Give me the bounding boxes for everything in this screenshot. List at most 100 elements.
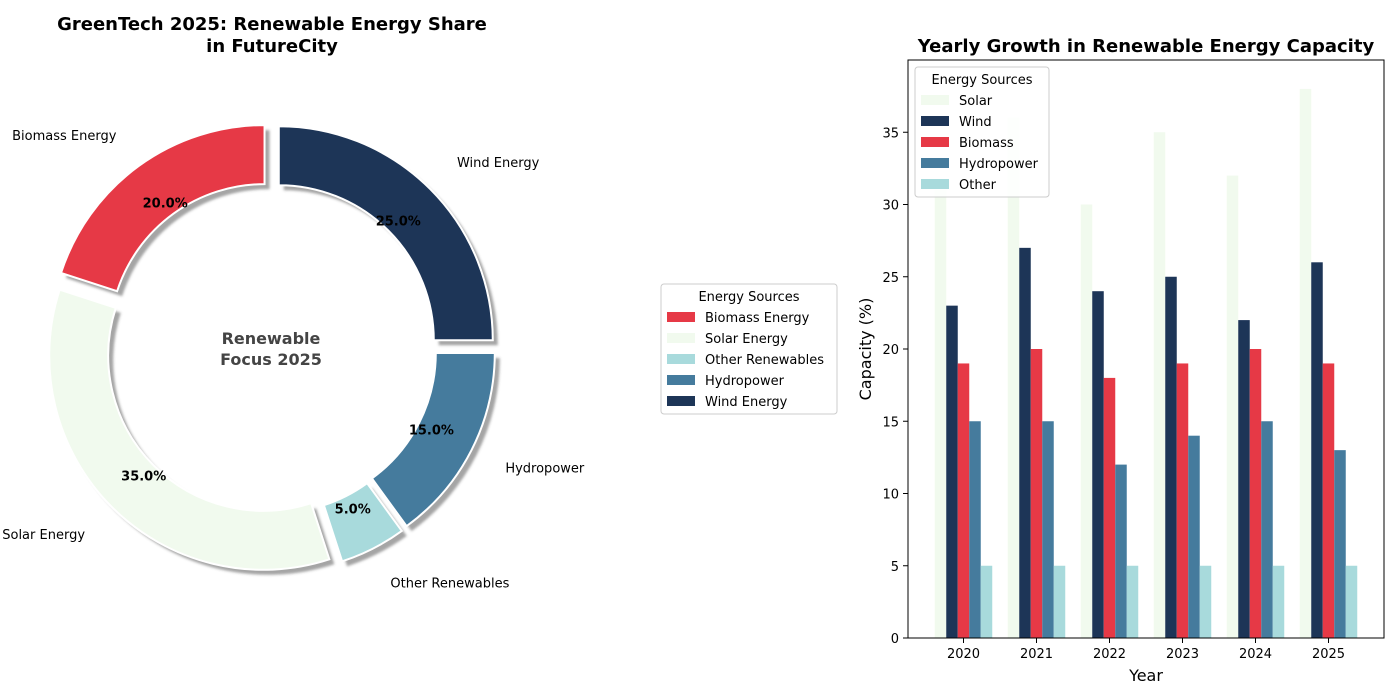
donut-labels: Biomass Energy 20.0% Solar Energy 35.0% Othe… (2, 129, 585, 591)
bar-biomass-2024 (1249, 349, 1262, 638)
donut-title-line1: GreenTech 2025: Renewable Energy Share (57, 14, 487, 35)
bar-legend: Energy Sources Solar Wind Biomass Hydropowe… (914, 66, 1050, 198)
bar-hydropower-2020 (969, 421, 981, 638)
x-axis-ticks: 2020 2021 2022 2023 2024 2025 (947, 638, 1345, 662)
bar-biomass-2025 (1322, 363, 1335, 638)
donut-legend-swatch-hydropower (667, 375, 695, 385)
bar-legend-swatch-wind (921, 116, 949, 126)
bar-solar-2020 (934, 190, 947, 639)
slice-pct-biomass-energy: 20.0% (143, 196, 188, 211)
slice-label-wind-energy: Wind Energy (457, 156, 540, 171)
bar-other-2020 (980, 565, 993, 638)
x-axis-label: Year (1128, 666, 1163, 685)
slice-biomass-energy (59, 124, 266, 293)
donut-center-text-line1: Renewable (222, 329, 321, 348)
y-tick-label-35: 35 (882, 126, 899, 141)
slice-label-hydropower: Hydropower (505, 461, 585, 476)
bar-legend-swatch-hydropower (921, 158, 949, 168)
bar-solar-2023 (1153, 132, 1166, 638)
bar-other-2024 (1272, 565, 1285, 638)
bar-wind-2024 (1238, 320, 1250, 638)
bar-wind-2020 (946, 305, 958, 638)
slice-solar-energy (48, 288, 331, 571)
bar-solar-2024 (1226, 175, 1239, 638)
x-tick-label-2023: 2023 (1166, 647, 1199, 662)
donut-slices (48, 124, 496, 571)
slice-pct-hydropower: 15.0% (409, 424, 454, 439)
bar-solar-2022 (1080, 204, 1093, 638)
bar-title: Yearly Growth in Renewable Energy Capaci… (917, 36, 1375, 57)
donut-legend-title: Energy Sources (698, 290, 799, 305)
slice-wind-energy (277, 125, 494, 342)
donut-legend-label-wind-energy: Wind Energy (705, 395, 788, 410)
donut-legend-label-biomass-energy: Biomass Energy (705, 311, 810, 326)
bar-legend-swatch-biomass (921, 137, 949, 147)
donut-chart: GreenTech 2025: Renewable Energy Share i… (2, 14, 585, 591)
bar-other-2022 (1126, 565, 1139, 638)
slice-hydropower (370, 351, 496, 528)
y-tick-label-10: 10 (882, 488, 899, 503)
donut-legend-label-other-renewables: Other Renewables (705, 353, 824, 368)
bar-legend-label-other: Other (959, 178, 997, 193)
y-tick-label-0: 0 (891, 632, 899, 647)
bar-other-2025 (1345, 565, 1358, 638)
x-tick-label-2021: 2021 (1020, 647, 1053, 662)
bar-other-2021 (1053, 565, 1066, 638)
bar-solar-2025 (1299, 88, 1312, 638)
bar-hydropower-2023 (1188, 435, 1200, 638)
slice-pct-other-renewables: 5.0% (335, 502, 371, 517)
y-tick-label-25: 25 (882, 271, 899, 286)
y-tick-label-30: 30 (882, 199, 899, 214)
bar-legend-label-biomass: Biomass (959, 136, 1014, 151)
y-axis-label: Capacity (%) (856, 298, 875, 401)
bar-legend-items: Solar Wind Biomass Hydropower Other (921, 94, 1039, 193)
x-tick-label-2022: 2022 (1093, 647, 1126, 662)
slice-label-biomass-energy: Biomass Energy (12, 129, 117, 144)
bar-biomass-2020 (957, 363, 970, 638)
slice-pct-wind-energy: 25.0% (376, 215, 421, 230)
bar-other-2023 (1199, 565, 1212, 638)
bar-legend-swatch-solar (921, 95, 949, 105)
bar-biomass-2021 (1030, 349, 1043, 638)
donut-legend: Energy Sources Biomass Energy Solar Energ… (660, 283, 838, 415)
donut-title-line2: in FutureCity (206, 36, 338, 57)
bar-biomass-2022 (1103, 377, 1116, 638)
x-tick-label-2020: 2020 (947, 647, 980, 662)
slice-label-other-renewables: Other Renewables (390, 576, 509, 591)
bar-wind-2023 (1165, 276, 1177, 638)
bar-legend-title: Energy Sources (931, 73, 1032, 88)
slice-label-solar-energy: Solar Energy (2, 528, 85, 543)
bar-solar-2021 (1007, 117, 1020, 639)
bar-wind-2025 (1311, 262, 1323, 638)
y-axis-ticks: 0 5 10 15 20 25 30 35 (882, 126, 908, 647)
slice-pct-solar-energy: 35.0% (121, 469, 166, 484)
bar-chart: Yearly Growth in Renewable Energy Capaci… (856, 36, 1385, 685)
bar-legend-swatch-other (921, 179, 949, 189)
donut-legend-swatch-wind-energy (667, 396, 695, 406)
slice-other-renewables (322, 481, 404, 563)
bar-hydropower-2025 (1334, 450, 1346, 638)
x-tick-label-2024: 2024 (1239, 647, 1272, 662)
donut-center-text-line2: Focus 2025 (220, 350, 322, 369)
bar-wind-2021 (1019, 247, 1031, 638)
y-tick-label-20: 20 (882, 343, 899, 358)
donut-legend-label-hydropower: Hydropower (705, 374, 785, 389)
donut-legend-swatch-other-renewables (667, 354, 695, 364)
y-tick-label-15: 15 (882, 415, 899, 430)
donut-legend-swatch-biomass-energy (667, 312, 695, 322)
bar-legend-label-solar: Solar (959, 94, 993, 109)
bar-legend-label-hydropower: Hydropower (959, 157, 1039, 172)
donut-legend-swatch-solar-energy (667, 333, 695, 343)
bar-legend-label-wind: Wind (959, 115, 992, 130)
bar-bars (934, 88, 1358, 639)
x-tick-label-2025: 2025 (1312, 647, 1345, 662)
bar-wind-2022 (1092, 291, 1104, 638)
bar-biomass-2023 (1176, 363, 1189, 638)
bar-hydropower-2022 (1115, 464, 1127, 638)
bar-hydropower-2021 (1042, 421, 1054, 638)
donut-legend-label-solar-energy: Solar Energy (705, 332, 788, 347)
donut-legend-frame (660, 283, 838, 415)
donut-legend-items: Biomass Energy Solar Energy Other Renewabl… (667, 311, 824, 410)
y-tick-label-5: 5 (891, 560, 899, 575)
